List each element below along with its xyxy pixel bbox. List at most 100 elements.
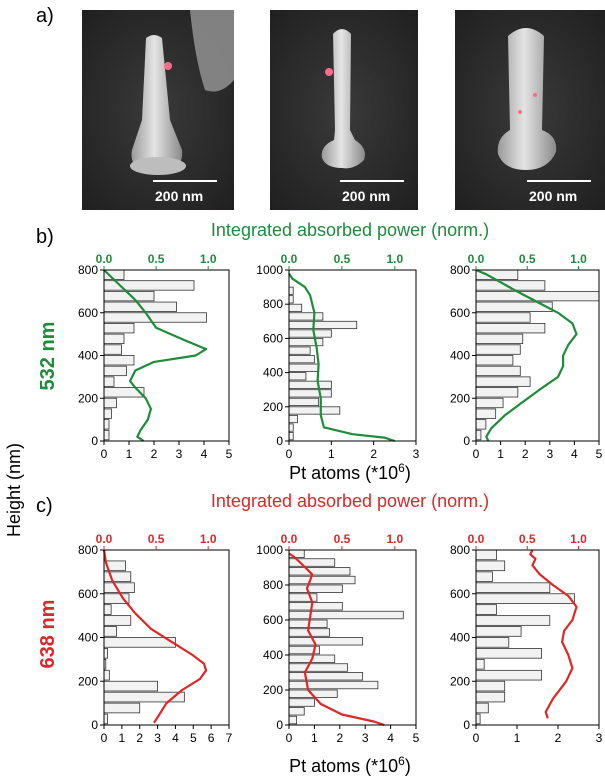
y-tick-label: 1000 [256, 543, 283, 557]
x-tick-label: 3 [362, 731, 369, 745]
histogram-bar [288, 707, 305, 716]
x-tick-label: 1 [328, 447, 335, 461]
y-tick-label: 200 [450, 391, 470, 405]
histogram-bar [288, 329, 332, 338]
histogram-bar [288, 610, 404, 620]
x-tick-label: 2 [522, 447, 529, 461]
histogram-bar [103, 312, 207, 323]
histogram-bar [288, 680, 379, 690]
top-x-tick-label: 0.0 [281, 252, 298, 266]
histogram-bar [103, 323, 135, 334]
y-tick-label: 400 [263, 366, 283, 380]
histogram-bar [475, 312, 531, 323]
scale-label: 200 nm [529, 188, 577, 204]
histogram-bar [103, 344, 122, 355]
chart-panel-b3: 0 200 400 600 800 0 1 2 3 4 5 0.0 0.5 1.0 [450, 252, 603, 461]
y-tick-label: 600 [450, 306, 470, 320]
y-tick-label: 200 [263, 683, 283, 697]
histogram-bar [475, 323, 546, 334]
y-tick-label: 1000 [256, 263, 283, 277]
histogram-bar [475, 680, 506, 692]
pt-particle [518, 110, 522, 114]
chart-panel-b1: 0 200 400 600 800 0 1 2 3 4 5 0.0 0.5 1.0 [78, 252, 233, 461]
x-tick-label: 1 [311, 731, 318, 745]
histogram-bar [288, 346, 311, 355]
histogram-bar [288, 567, 351, 576]
y-tick-label: 800 [263, 297, 283, 311]
absorbed-power-curve [529, 549, 578, 719]
panel-label-c: c) [36, 495, 53, 517]
absorbed-power-curve [475, 268, 578, 442]
histogram-bar [475, 419, 487, 430]
histogram-bar [288, 406, 341, 415]
y-tick-label: 600 [78, 306, 98, 320]
top-x-tick-label: 0.5 [334, 252, 351, 266]
histogram-bar [475, 669, 542, 681]
y-tick-label: 600 [263, 613, 283, 627]
y-tick-label: 0 [91, 434, 98, 448]
x-tick-label: 5 [413, 731, 420, 745]
histogram-bar [103, 669, 110, 681]
x-axis-label-b: Pt atoms (*106) [289, 461, 411, 483]
histogram-bar [475, 615, 551, 626]
y-tick-label: 0 [91, 718, 98, 732]
x-tick-label: 2 [370, 447, 377, 461]
x-tick-label: 4 [571, 447, 578, 461]
histogram-bar [475, 691, 506, 703]
x-tick-label: 3 [596, 731, 603, 745]
histogram-bar [103, 376, 115, 387]
x-tick-label: 3 [546, 447, 553, 461]
top-x-tick-label: 0.0 [468, 532, 485, 546]
x-tick-label: 0 [286, 731, 293, 745]
histogram-bar [103, 397, 117, 409]
y-tick-label: 600 [263, 331, 283, 345]
scale-label: 200 nm [155, 188, 203, 204]
histogram-bar [103, 637, 176, 648]
y-tick-label: 800 [78, 263, 98, 277]
histogram-bar [103, 333, 125, 345]
histogram-bar [288, 584, 343, 593]
top-x-tick-label: 0.0 [281, 532, 298, 546]
histogram-bar [475, 333, 524, 345]
x-tick-label: 0 [286, 447, 293, 461]
y-tick-label: 200 [450, 674, 470, 688]
x-tick-label: 2 [555, 731, 562, 745]
histogram-bar [103, 365, 127, 377]
y-axis-label: Height (nm) [4, 443, 24, 537]
histogram-bar [288, 575, 356, 585]
histogram-bar [475, 560, 506, 572]
histogram-bar [475, 571, 493, 583]
histogram-bar [475, 702, 489, 714]
y-tick-label: 800 [263, 578, 283, 592]
histogram-bar [103, 355, 135, 366]
sem-image-3: 200 nm [455, 10, 605, 210]
top-x-tick-label: 0.5 [519, 252, 536, 266]
top-x-tick-label: 0.0 [96, 532, 113, 546]
histogram-bar [103, 615, 132, 626]
top-x-tick-label: 0.5 [148, 252, 165, 266]
top-x-tick-label: 1.0 [386, 532, 403, 546]
histogram-bar [288, 602, 343, 611]
top-x-tick-label: 1.0 [386, 252, 403, 266]
histogram-bar [288, 295, 294, 304]
y-tick-label: 600 [78, 587, 98, 601]
pt-particle [164, 62, 172, 70]
histogram-bar [288, 397, 320, 406]
histogram-bar [475, 269, 519, 280]
histogram-bar [288, 637, 364, 646]
sem-image-2: 200 nm [270, 10, 418, 210]
y-tick-label: 0 [463, 434, 470, 448]
y-tick-label: 0 [276, 718, 283, 732]
y-tick-label: 400 [450, 631, 470, 645]
y-tick-label: 800 [450, 263, 470, 277]
y-tick-label: 0 [276, 434, 283, 448]
plot-frame [288, 549, 417, 726]
histogram-bar [475, 290, 600, 302]
histogram-bar [475, 549, 497, 561]
x-tick-label: 0 [101, 731, 108, 745]
x-axis-label-c: Pt atoms (*106) [289, 754, 411, 776]
histogram-bar [288, 698, 315, 707]
absorbed-power-curve [288, 272, 396, 443]
